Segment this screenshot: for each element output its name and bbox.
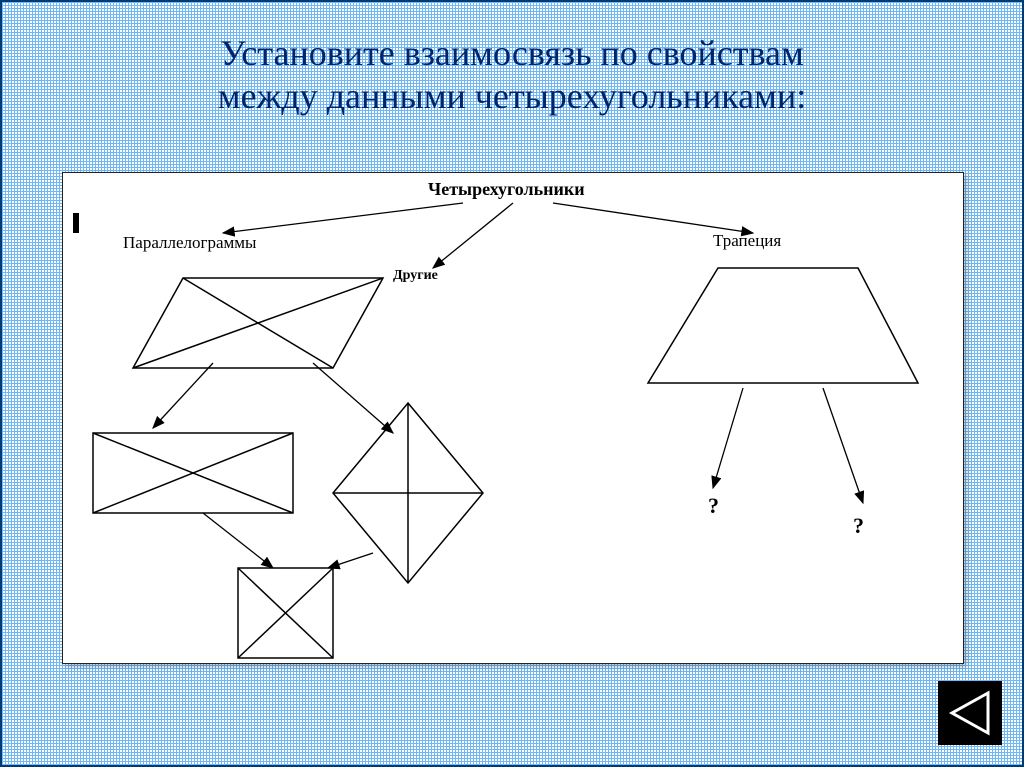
label-question-1: ? — [708, 493, 719, 519]
back-button[interactable] — [938, 681, 1002, 745]
slide: Установите взаимосвязь по свойствам межд… — [0, 0, 1024, 767]
diagram-container: Четырехугольники Параллелограммы Другие … — [62, 172, 964, 664]
label-other: Другие — [393, 268, 438, 284]
label-root: Четырехугольники — [428, 179, 585, 200]
label-question-2: ? — [853, 513, 864, 539]
shape-trapezoid — [648, 268, 918, 383]
title-line-2: между данными четырехугольниками: — [218, 76, 806, 116]
shape-square — [238, 568, 333, 658]
shape-parallelogram — [133, 278, 383, 368]
slide-title: Установите взаимосвязь по свойствам межд… — [2, 32, 1022, 118]
label-parallelograms: Параллелограммы — [123, 233, 256, 253]
label-trapezoid: Трапеция — [713, 231, 781, 251]
triangle-left-icon — [940, 683, 1000, 743]
title-line-1: Установите взаимосвязь по свойствам — [220, 33, 804, 73]
shape-rhombus — [333, 403, 483, 583]
shape-rectangle — [93, 433, 293, 513]
